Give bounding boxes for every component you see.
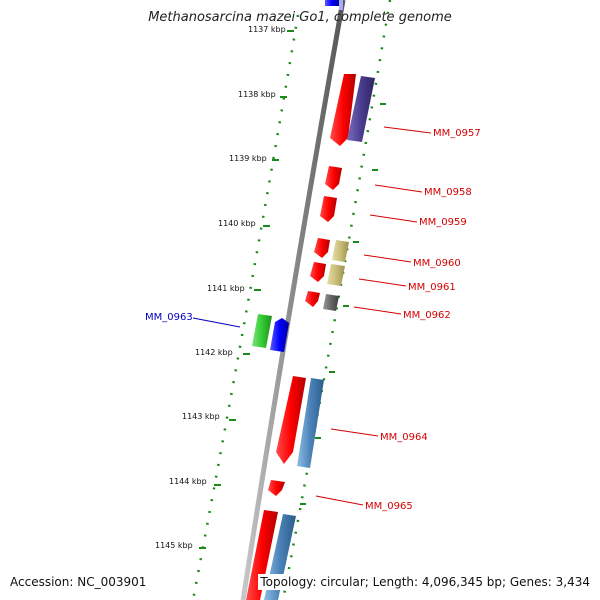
kbp-label: 1137 kbp: [248, 25, 286, 34]
gene-partial-top: [325, 0, 339, 6]
ruler-outer-track: [281, 0, 392, 600]
kbp-ticks: [199, 30, 294, 549]
kbp-label: 1142 kbp: [195, 348, 233, 357]
genome-summary: Topology: circular; Length: 4,096,345 bp…: [258, 574, 592, 590]
gene-feature-mm0960[interactable]: [314, 238, 330, 258]
accession-label: Accession: NC_003901: [8, 574, 149, 590]
gene-label-mm0960[interactable]: MM_0960: [413, 258, 461, 269]
gene-feature-mm0961[interactable]: [310, 262, 326, 282]
gene-rna-mm0960: [332, 240, 349, 262]
kbp-label: 1139 kbp: [229, 154, 267, 163]
kbp-label: 1143 kbp: [182, 412, 220, 421]
gene-feature-mm0964[interactable]: [276, 376, 306, 464]
gene-rna-mm0961: [327, 264, 345, 286]
map-title: Methanosarcina mazei Go1, complete genom…: [148, 10, 452, 25]
kbp-ticks-outer: [300, 103, 386, 505]
gene-label-mm0965[interactable]: MM_0965: [365, 501, 413, 512]
gene-label-mm0957[interactable]: MM_0957: [433, 128, 481, 139]
gene-feature-mm0958[interactable]: [325, 166, 342, 190]
label-leaders: [192, 126, 432, 506]
ruler-inner-track: [191, 14, 300, 600]
gene-rna-mm0962: [323, 294, 339, 311]
gene-feature-mm0959[interactable]: [320, 196, 337, 222]
genome-backbone: [240, 0, 346, 600]
gene-rna-mm0957: [347, 76, 375, 142]
kbp-label: 1138 kbp: [238, 90, 276, 99]
gene-rna-mm0964: [297, 378, 324, 468]
gene-feature-mm0963[interactable]: [270, 318, 289, 352]
gene-label-mm0962[interactable]: MM_0962: [403, 310, 451, 321]
gene-partial-top-right: [339, 0, 343, 10]
gene-feature-partial-bottom: [246, 510, 278, 600]
gene-feature-mm0965[interactable]: [268, 480, 285, 496]
gene-label-mm0964[interactable]: MM_0964: [380, 432, 428, 443]
gene-feature-mm0957[interactable]: [330, 74, 356, 146]
gene-label-mm0958[interactable]: MM_0958: [424, 187, 472, 198]
kbp-label: 1144 kbp: [169, 477, 207, 486]
kbp-label: 1145 kbp: [155, 541, 193, 550]
gene-label-mm0961[interactable]: MM_0961: [408, 282, 456, 293]
kbp-label: 1141 kbp: [207, 284, 245, 293]
gene-label-mm0963[interactable]: MM_0963: [145, 312, 193, 323]
gene-feature-mm0963-green: [252, 314, 272, 348]
gene-feature-mm0962[interactable]: [305, 291, 320, 307]
kbp-label: 1140 kbp: [218, 219, 256, 228]
gene-label-mm0959[interactable]: MM_0959: [419, 217, 467, 228]
